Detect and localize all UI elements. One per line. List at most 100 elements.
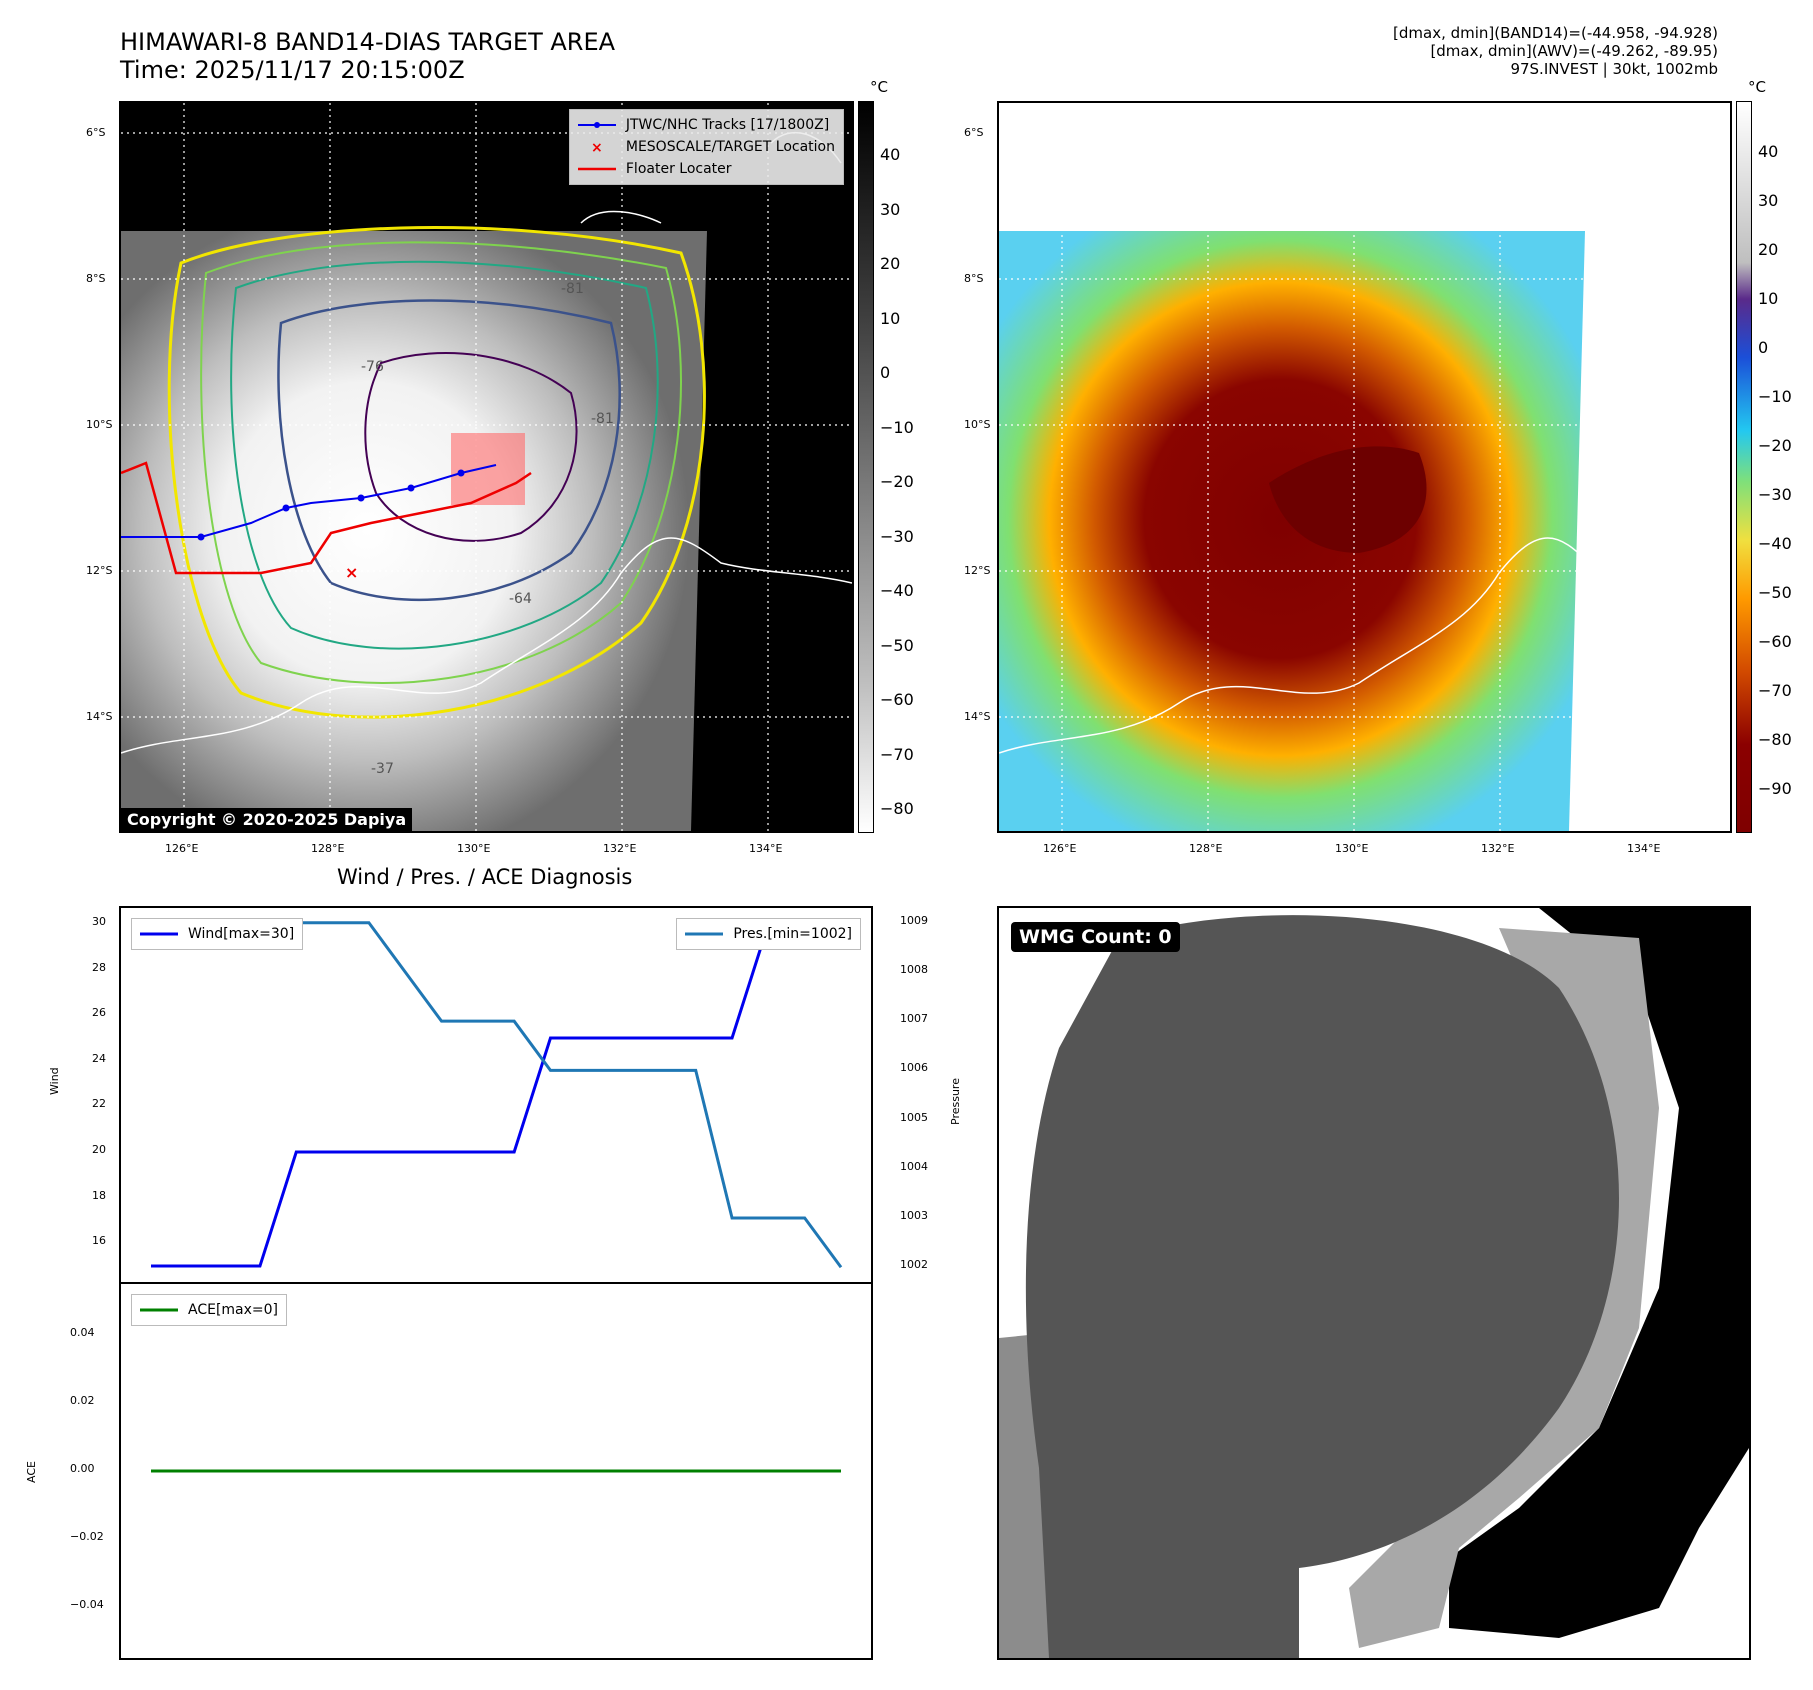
lon-tick-label: 134°E [1627, 842, 1661, 855]
legend-item-floater: Floater Locater [577, 158, 835, 180]
pressure-tick-label: 1003 [900, 1209, 928, 1223]
wmg-count-badge: WMG Count: 0 [1011, 922, 1180, 952]
coastline [121, 537, 852, 754]
colorbar-tick-label: −40 [880, 581, 914, 600]
jtwc-track-line [121, 464, 497, 538]
lon-tick-label: 126°E [1043, 842, 1077, 855]
pressure-series-line [151, 921, 843, 1269]
lat-tick-label: 12°S [964, 564, 991, 577]
pressure-tick-label: 1002 [900, 1258, 928, 1272]
wind-tick-label: 16 [92, 1234, 106, 1248]
info-storm: 97S.INVEST | 30kt, 1002mb [1510, 60, 1718, 78]
ace-svg [151, 1469, 841, 1473]
lon-tick-label: 132°E [603, 842, 637, 855]
colorbar-tick-label: −50 [1758, 583, 1792, 602]
pressure-tick-label: 1005 [900, 1110, 928, 1124]
ace-axis-label: ACE [25, 1461, 38, 1483]
wmg-black-region [1449, 908, 1749, 1638]
info-awv: [dmax, dmin](AWV)=(-49.262, -89.95) [1430, 42, 1718, 60]
svg-text:×: × [591, 140, 603, 154]
satellite-swath [121, 231, 707, 831]
colorbar-tick-label: −90 [1758, 779, 1792, 798]
lat-tick-label: 6°S [86, 126, 106, 139]
colorbar-tick-label: 10 [1758, 289, 1779, 308]
awv-core [1269, 446, 1427, 553]
lat-tick-label: 12°S [86, 564, 113, 577]
contour-label: -76 [361, 359, 384, 375]
lon-tick-label: 130°E [1335, 842, 1369, 855]
wind-axis-label: Wind [48, 1067, 61, 1095]
band14-map: -76 -81 -81 -64 -37 × Copyrig [119, 101, 854, 833]
copyright-label: Copyright © 2020-2025 Dapiya [121, 808, 413, 831]
lat-tick-label: 14°S [86, 710, 113, 723]
wind-pressure-svg [151, 921, 843, 1269]
lon-tick-label: 132°E [1481, 842, 1515, 855]
wind-tick-label: 18 [92, 1188, 106, 1202]
band14-colorbar [858, 101, 874, 833]
colorbar-tick-label: 40 [880, 145, 901, 164]
colorbar-tick-label: −60 [1758, 632, 1792, 651]
title-line-2: Time: 2025/11/17 20:15:00Z [120, 56, 465, 84]
colorbar-tick-label: −80 [1758, 730, 1792, 749]
wind-tick-label: 30 [92, 914, 106, 928]
pressure-tick-label: 1004 [900, 1159, 928, 1173]
ace-chart: ACE[max=0] [119, 1282, 873, 1660]
legend-item-target: × MESOSCALE/TARGET Location [578, 136, 835, 158]
lat-tick-label: 10°S [86, 418, 113, 431]
lon-tick-label: 130°E [457, 842, 491, 855]
wind-tick-label: 20 [92, 1143, 106, 1156]
colorbar-tick-label: −80 [880, 799, 914, 818]
colorbar-tick-label: −20 [1758, 436, 1792, 455]
pressure-tick-label: 1006 [900, 1061, 928, 1075]
ace-tick-label: 0.04 [70, 1326, 95, 1339]
colorbar-tick-label: −10 [880, 417, 914, 437]
legend-target-symbol: × [578, 140, 616, 156]
diagnosis-title: Wind / Pres. / ACE Diagnosis [337, 865, 633, 889]
contour-green [200, 241, 682, 684]
info-block: [dmax, dmin](BAND14)=(-44.958, -94.928) … [1393, 24, 1718, 78]
wmg-svg [999, 908, 1749, 1658]
coastline [999, 537, 1590, 754]
legend-label: ACE[max=0] [188, 1302, 279, 1318]
colorbar-tick-label: −30 [880, 526, 914, 546]
colorbar-tick-label: −70 [1758, 681, 1792, 700]
target-area-box [451, 433, 525, 505]
coastline-island [580, 210, 662, 224]
contour-label: -81 [561, 281, 584, 297]
wind-tick-label: 24 [92, 1051, 106, 1065]
colorbar-unit: °C [870, 78, 888, 96]
colorbar-tick-label: −30 [1758, 485, 1792, 504]
colorbar-tick-label: 30 [1758, 191, 1779, 210]
contour-label: -64 [509, 591, 532, 607]
map-legend: JTWC/NHC Tracks [17/1800Z] × MESOSCALE/T… [568, 109, 844, 185]
awv-colorbar [1736, 101, 1752, 833]
colorbar-tick-label: 40 [1758, 142, 1779, 161]
lon-tick-label: 134°E [749, 842, 783, 855]
lat-tick-label: 8°S [964, 272, 984, 285]
pressure-tick-label: 1007 [900, 1012, 928, 1026]
colorbar-tick-label: 20 [880, 254, 901, 273]
wmg-panel: WMG Count: 0 [997, 906, 1751, 1660]
legend-item-tracks: JTWC/NHC Tracks [17/1800Z] [577, 114, 835, 136]
lon-tick-label: 128°E [311, 842, 345, 855]
colorbar-tick-label: −10 [1758, 387, 1792, 406]
pressure-tick-label: 1008 [900, 962, 928, 976]
colorbar-tick-label: −20 [880, 472, 914, 491]
awv-map-svg [999, 103, 1730, 831]
band14-map-svg: -76 -81 -81 -64 -37 × [121, 103, 852, 831]
colorbar-unit: °C [1748, 78, 1766, 96]
legend-label: Floater Locater [625, 161, 732, 177]
title-line-1: HIMAWARI-8 BAND14-DIAS TARGET AREA [120, 28, 616, 56]
legend-label: MESOSCALE/TARGET Location [625, 139, 835, 155]
wind-legend: Wind[max=30] [131, 918, 304, 950]
lat-tick-label: 14°S [964, 710, 991, 723]
contour-label: -81 [591, 411, 614, 427]
contour-purple [364, 352, 578, 542]
target-marker-x: × [345, 563, 358, 582]
legend-label: Pres.[min=1002] [733, 926, 852, 942]
legend-label: JTWC/NHC Tracks [17/1800Z] [625, 117, 830, 133]
legend-track-symbol [577, 118, 616, 132]
awv-swath [999, 231, 1585, 831]
wind-pressure-chart: Wind[max=30] Pres.[min=1002] [119, 906, 873, 1284]
colorbar-tick-label: −40 [1758, 534, 1792, 553]
